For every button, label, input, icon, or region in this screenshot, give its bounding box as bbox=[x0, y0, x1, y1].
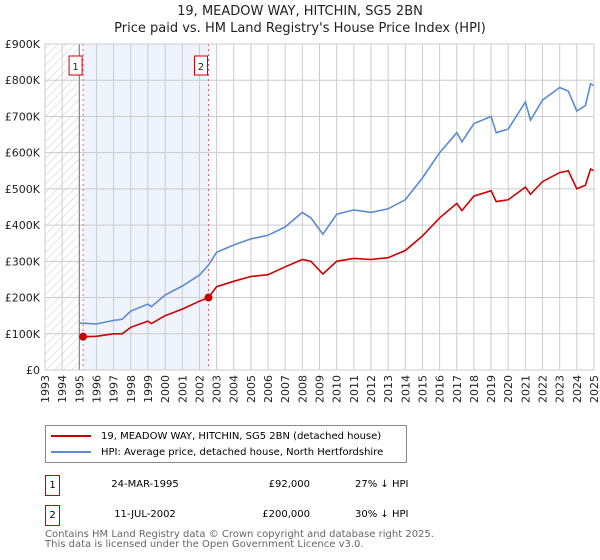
chart-subtitle: Price paid vs. HM Land Registry's House … bbox=[114, 21, 486, 36]
sale-marker-label: 2 bbox=[198, 62, 204, 73]
legend-item-property: 19, MEADOW WAY, HITCHIN, SG5 2BN (detach… bbox=[51, 429, 381, 443]
x-tick-label: 1999 bbox=[142, 375, 155, 403]
x-tick-label: 2022 bbox=[537, 375, 550, 403]
x-tick-label: 2010 bbox=[331, 375, 344, 403]
sale-marker-frame bbox=[193, 55, 208, 76]
x-tick-label: 2021 bbox=[519, 375, 532, 403]
x-tick-label: 2007 bbox=[279, 375, 292, 403]
sale-marker-frame bbox=[68, 55, 83, 76]
x-tick-label: 2025 bbox=[588, 375, 600, 403]
legend-label: 19, MEADOW WAY, HITCHIN, SG5 2BN (detach… bbox=[101, 430, 382, 442]
x-tick-label: 2011 bbox=[348, 375, 361, 403]
x-tick-label: 2020 bbox=[502, 375, 515, 403]
x-tick-label: 2004 bbox=[228, 375, 241, 403]
y-tick-label: £200K bbox=[5, 292, 41, 305]
x-tick-label: 2001 bbox=[176, 375, 189, 403]
y-tick-label: £300K bbox=[5, 255, 41, 268]
x-tick-label: 2014 bbox=[399, 375, 412, 403]
legend-swatch-blue bbox=[51, 451, 91, 453]
chart-title: 19, MEADOW WAY, HITCHIN, SG5 2BN bbox=[177, 4, 423, 19]
attribution: Contains HM Land Registry data © Crown c… bbox=[45, 530, 434, 550]
x-tick-label: 2006 bbox=[262, 375, 275, 403]
x-tick-label: 2015 bbox=[416, 375, 429, 403]
y-tick-label: £800K bbox=[5, 74, 41, 87]
x-tick-label: 1996 bbox=[90, 375, 103, 403]
x-tick-label: 2016 bbox=[434, 375, 447, 403]
y-tick-label: £400K bbox=[5, 219, 41, 232]
licence-line: This data is licensed under the Open Gov… bbox=[45, 539, 364, 550]
property-price-line bbox=[83, 167, 595, 338]
x-tick-label: 1997 bbox=[108, 375, 121, 403]
x-tick-label: 2018 bbox=[468, 375, 481, 403]
sale-price: £92,000 bbox=[268, 479, 310, 490]
x-tick-label: 2012 bbox=[365, 375, 378, 403]
y-tick-label: £500K bbox=[5, 183, 41, 196]
x-tick-label: 2008 bbox=[296, 375, 309, 403]
y-tick-label: £0 bbox=[26, 364, 40, 377]
sale-hpi-relation: 27% ↓ HPI bbox=[355, 479, 409, 490]
x-tick-label: 2017 bbox=[451, 375, 464, 403]
sale-point bbox=[79, 332, 88, 341]
sale-marker-label: 1 bbox=[72, 62, 78, 73]
price-chart: 1993 1994 1995 1996 1997 1998 1999 2000 2001 2002… bbox=[5, 38, 600, 403]
x-tick-label: 1995 bbox=[73, 375, 86, 403]
sale-price: £200,000 bbox=[262, 509, 310, 520]
sale-marker-label: 2 bbox=[45, 505, 60, 526]
x-tick-label: 2003 bbox=[211, 375, 224, 403]
sale-point bbox=[204, 293, 213, 302]
x-tick-label: 1998 bbox=[125, 375, 138, 403]
legend: 19, MEADOW WAY, HITCHIN, SG5 2BN (detach… bbox=[45, 425, 407, 463]
x-tick-label: 2019 bbox=[485, 375, 498, 403]
x-tick-label: 2009 bbox=[314, 375, 327, 403]
x-tick-label: 2005 bbox=[245, 375, 258, 403]
x-tick-label: 2023 bbox=[554, 375, 567, 403]
sale-date: 11-JUL-2002 bbox=[114, 509, 176, 520]
sale-period-shade bbox=[83, 44, 209, 370]
sale-marker-box: 2 bbox=[193, 55, 208, 76]
x-tick-label: 1993 bbox=[39, 375, 52, 403]
x-tick-label: 2024 bbox=[571, 375, 584, 403]
x-tick-label: 2000 bbox=[159, 375, 172, 403]
legend-swatch-red bbox=[51, 435, 91, 437]
x-tick-label: 1994 bbox=[56, 375, 69, 403]
y-tick-label: £900K bbox=[5, 38, 41, 51]
y-tick-label: £100K bbox=[5, 328, 41, 341]
sale-marker-box: 1 bbox=[68, 55, 83, 76]
x-tick-label: 2013 bbox=[382, 375, 395, 403]
hpi-line bbox=[79, 82, 595, 325]
y-tick-label: £700K bbox=[5, 110, 41, 123]
attribution-line: Contains HM Land Registry data © Crown c… bbox=[45, 529, 434, 540]
sale-date: 24-MAR-1995 bbox=[111, 479, 179, 490]
y-tick-label: £600K bbox=[5, 147, 41, 160]
legend-item-hpi: HPI: Average price, detached house, Nort… bbox=[51, 445, 383, 459]
sale-marker-label: 1 bbox=[45, 475, 60, 496]
sale-hpi-relation: 30% ↓ HPI bbox=[355, 509, 409, 520]
sale-row-1: 1 24-MAR-1995 £92,000 27% ↓ HPI bbox=[45, 475, 465, 496]
legend-label: HPI: Average price, detached house, Nort… bbox=[101, 446, 384, 458]
sale-row-2: 2 11-JUL-2002 £200,000 30% ↓ HPI bbox=[45, 505, 465, 526]
x-tick-label: 2002 bbox=[193, 375, 206, 403]
plot-frame bbox=[44, 43, 595, 371]
